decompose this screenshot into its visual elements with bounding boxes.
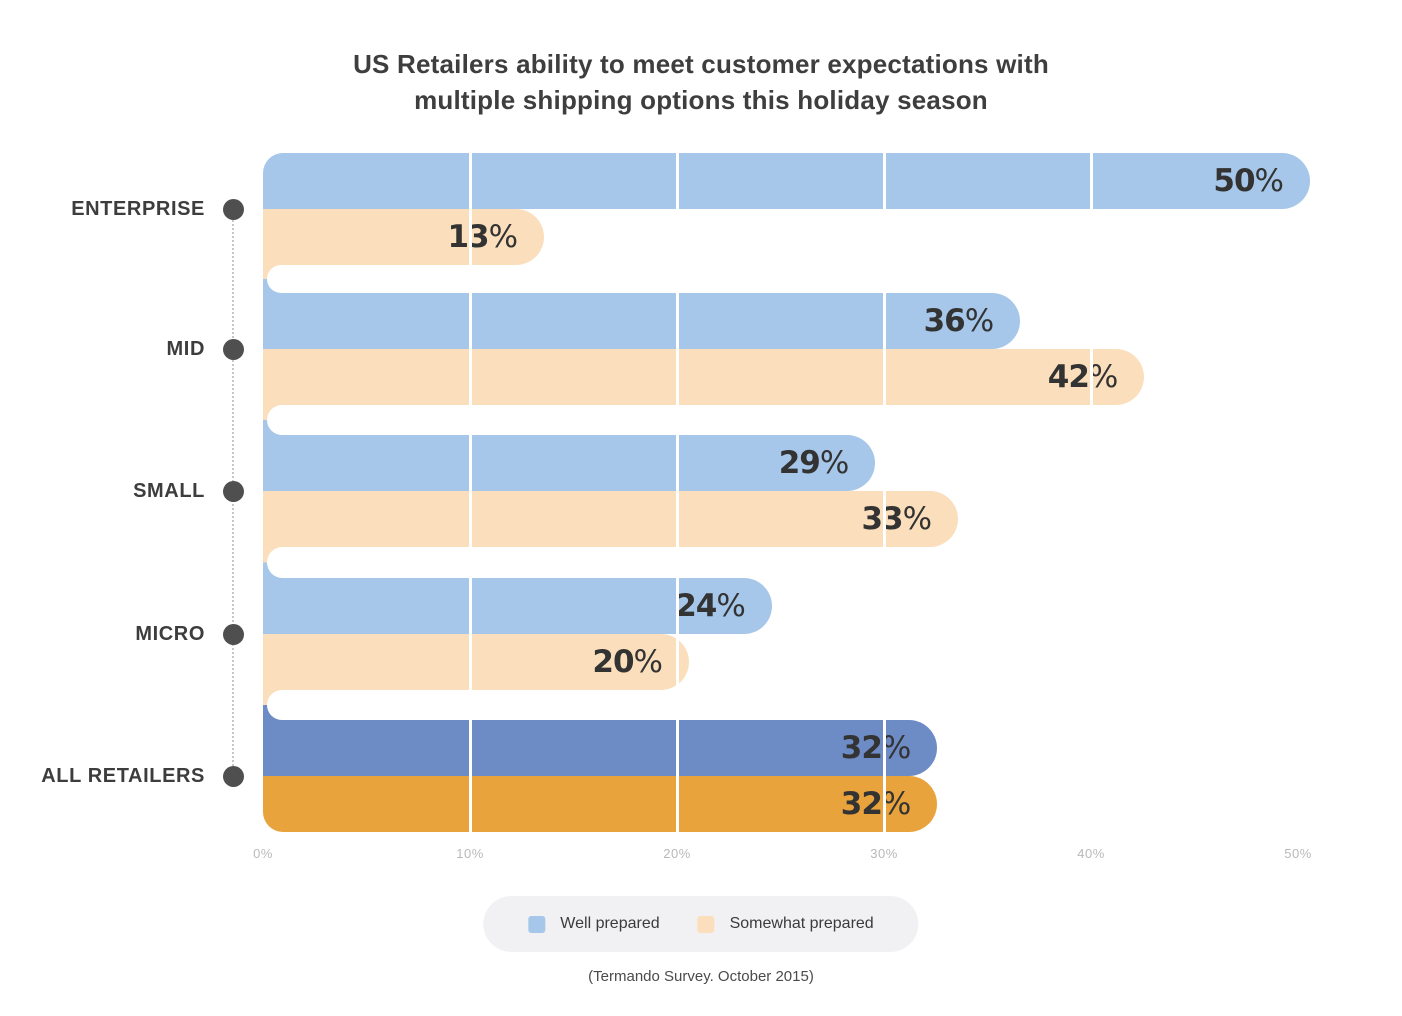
bar-well-prepared-small: 29% <box>263 435 876 491</box>
legend: Well prepared Somewhat prepared <box>483 896 919 952</box>
bar-value-number: 32 <box>840 730 883 766</box>
legend-item-well-prepared: Well prepared <box>528 915 660 933</box>
x-axis-tick-30-percent: 30% <box>870 846 898 861</box>
bar-value-number: 29 <box>778 445 821 481</box>
bar-value-label: 29% <box>779 445 850 481</box>
category-marker-dot-mid <box>223 338 244 360</box>
bar-value-label: 32% <box>841 730 912 766</box>
category-marker-dot-micro <box>223 623 244 645</box>
bar-value-percent-sign: % <box>1088 359 1119 395</box>
bar-value-percent-sign: % <box>488 219 519 255</box>
bar-value-percent-sign: % <box>716 588 746 624</box>
gridline-20-percent <box>675 153 679 833</box>
bar-value-number: 42 <box>1047 359 1090 395</box>
bar-well-prepared-micro: 24% <box>263 578 772 634</box>
bar-value-percent-sign: % <box>964 303 995 339</box>
bar-well-prepared-mid: 36% <box>263 293 1021 349</box>
group-separator-white-pill <box>267 405 1347 435</box>
gridline-40-percent <box>1089 153 1093 833</box>
bar-value-label: 42% <box>1048 359 1119 395</box>
bar-value-label: 32% <box>841 786 912 822</box>
bar-value-percent-sign: % <box>881 730 912 766</box>
bar-value-number: 24 <box>675 588 717 624</box>
bar-value-number: 36 <box>923 303 966 339</box>
category-marker-dot-small <box>223 480 244 502</box>
bar-value-label: 36% <box>924 303 995 339</box>
group-separator-white-pill <box>267 690 1347 720</box>
category-label-micro: MICRO <box>135 623 205 645</box>
x-axis-tick-20-percent: 20% <box>663 846 691 861</box>
bar-value-percent-sign: % <box>633 644 663 680</box>
plot-area: 50%13%36%42%29%33%24%20%32%32% <box>263 153 1348 833</box>
bar-value-percent-sign: % <box>1254 163 1284 199</box>
bar-value-label: 33% <box>861 501 932 537</box>
x-axis-tick-50-percent: 50% <box>1284 846 1312 861</box>
bar-value-number: 50 <box>1213 163 1255 199</box>
bar-somewhat-prepared-enterprise: 13% <box>263 209 545 265</box>
legend-swatch-well-prepared-icon <box>528 915 546 933</box>
category-label-all-retailers: ALL RETAILERS <box>41 765 205 787</box>
bar-somewhat-prepared-micro: 20% <box>263 634 689 690</box>
source-footnote: (Termando Survey. October 2015) <box>588 968 814 985</box>
bar-well-prepared-enterprise: 50% <box>263 153 1310 209</box>
group-separator-white-pill <box>267 547 1347 578</box>
bar-value-number: 20 <box>592 644 634 680</box>
group-separator-white-pill <box>267 265 1347 293</box>
legend-label-somewhat-prepared: Somewhat prepared <box>729 915 874 932</box>
legend-swatch-somewhat-prepared-icon <box>697 915 715 933</box>
bar-somewhat-prepared-small: 33% <box>263 491 959 547</box>
category-label-enterprise: ENTERPRISE <box>71 198 205 220</box>
gridline-10-percent <box>468 153 472 833</box>
category-label-small: SMALL <box>133 480 205 502</box>
legend-item-somewhat-prepared: Somewhat prepared <box>697 915 874 933</box>
bar-value-percent-sign: % <box>881 786 912 822</box>
bar-value-label: 13% <box>447 219 518 255</box>
bar-value-percent-sign: % <box>902 501 933 537</box>
gridline-30-percent <box>882 153 886 833</box>
x-axis-tick-10-percent: 10% <box>456 846 484 861</box>
bar-value-percent-sign: % <box>819 445 850 481</box>
bar-well-prepared-all-retailers: 32% <box>263 720 938 776</box>
bar-value-label: 50% <box>1213 163 1284 199</box>
category-label-mid: MID <box>166 338 205 360</box>
x-axis-tick-0-percent: 0% <box>253 846 273 861</box>
bar-value-label: 24% <box>675 588 746 624</box>
chart-title-line-1: US Retailers ability to meet customer ex… <box>353 49 1049 79</box>
bar-somewhat-prepared-all-retailers: 32% <box>263 776 938 832</box>
bar-somewhat-prepared-mid: 42% <box>263 349 1145 405</box>
bar-value-label: 20% <box>592 644 663 680</box>
legend-label-well-prepared: Well prepared <box>560 915 660 932</box>
bar-value-number: 32 <box>840 786 883 822</box>
chart-title-line-2: multiple shipping options this holiday s… <box>414 85 988 115</box>
chart-title: US Retailers ability to meet customer ex… <box>0 46 1402 118</box>
category-marker-dot-enterprise <box>223 198 244 220</box>
category-marker-dot-all-retailers <box>223 765 244 787</box>
x-axis-tick-40-percent: 40% <box>1077 846 1105 861</box>
